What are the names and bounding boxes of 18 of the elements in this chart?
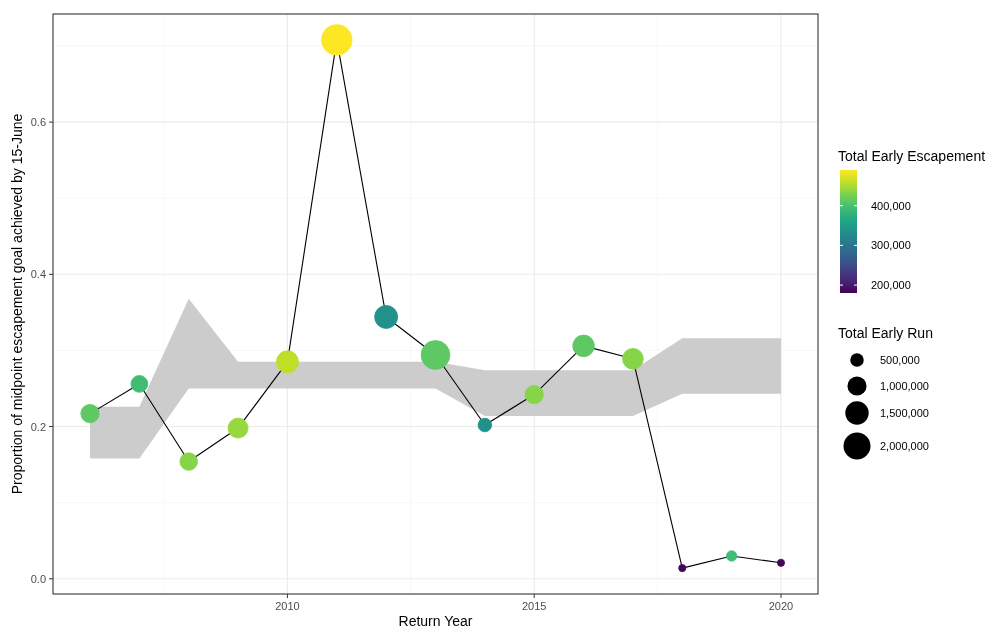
legend-label: 1,000,000: [880, 380, 929, 392]
color-bar-label: 400,000: [871, 199, 911, 212]
x-axis-title: Return Year: [398, 613, 473, 629]
y-tick-label: 0.2: [30, 420, 46, 433]
x-tick-label: 2020: [768, 600, 794, 612]
x-tick-label: 2015: [521, 600, 547, 612]
legend-title: Total Early Run: [838, 325, 933, 341]
color-bar-label: 200,000: [871, 279, 911, 292]
y-tick-label: 0.4: [30, 268, 46, 281]
y-tick-label: 0.6: [30, 116, 46, 129]
y-axis-title: Proportion of midpoint escapement goal achieved by 15-June: [9, 113, 25, 495]
legend-label: 500,000: [880, 354, 920, 366]
legend-label: 2,000,000: [880, 440, 929, 452]
legend-label: 1,500,000: [880, 407, 929, 419]
x-tick-label: 2010: [275, 600, 300, 612]
y-tick-label: 0.0: [30, 572, 46, 585]
color-bar-label: 300,000: [871, 239, 911, 252]
color-bar-title: Total Early Escapement: [838, 148, 986, 164]
